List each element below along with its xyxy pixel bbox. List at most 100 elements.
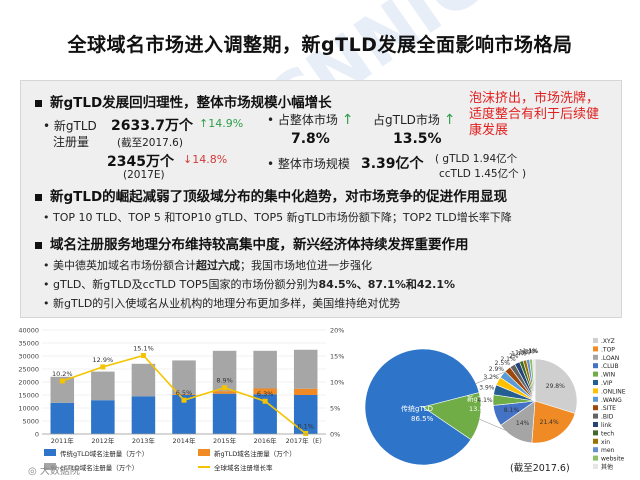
legend-label: 传统gTLD域名注册量（万个） (60, 449, 148, 458)
legend-label: xin (601, 439, 610, 446)
pie-slice-label: 4.1% (477, 397, 493, 404)
legend-swatch (593, 388, 598, 394)
legend-label: .BID (601, 414, 614, 421)
bullet-square (35, 193, 42, 201)
registration-bar-chart: 0 5000 10000 15000 20000 25000 30000 35000 40000… (18, 327, 344, 473)
legend-label: 其他 (601, 463, 613, 471)
pie-slice-new-gtld-breakdown (531, 400, 576, 444)
legend-swatch (593, 405, 598, 411)
arrow-up-icon: ↑ (199, 117, 209, 130)
x-tick-label: 2012年 (91, 436, 115, 445)
x-tick-label: 2017年（E） (286, 436, 326, 445)
legend-swatch (593, 413, 598, 419)
y-tick-label: 15000 (18, 392, 39, 400)
pie-slice-new-gtld (422, 392, 482, 441)
legend-swatch (593, 380, 598, 385)
y2-tick-label: 15% (330, 353, 344, 361)
share-label: • 占整体市场 ↑ (267, 112, 354, 128)
bar-cctld (293, 349, 318, 389)
reg-growth-2017: ↑14.9% (199, 117, 243, 130)
bar-cctld (50, 376, 75, 403)
x-tick-label: 2013年 (132, 436, 156, 445)
bar-new-gtld (293, 388, 318, 395)
reg-growth-prev: ↓14.8% (183, 153, 227, 166)
section1-heading: 新gTLD发展回归理性，整体市场规模小幅增长 (35, 91, 332, 111)
growth-data-label: 12.9% (93, 356, 114, 364)
pie-slice-label: 8.1% (504, 407, 520, 414)
legend-swatch (198, 449, 210, 456)
pie-slice-label: 2% (509, 353, 519, 360)
pie-slice-label: 1.1% (523, 348, 539, 355)
y-tick-label: 30000 (18, 353, 39, 361)
market-size-value: 3.39亿个 (361, 156, 424, 172)
legend-swatch (593, 422, 598, 427)
pie-slice-label: 2.5% (495, 360, 511, 367)
legend-swatch (44, 463, 56, 470)
growth-point (181, 397, 187, 403)
bullet1-c: ；我国市场地位进一步强化 (240, 259, 372, 272)
reg-label: • 新gTLD (43, 119, 97, 133)
share-label-text: 占整体市场 (277, 113, 338, 127)
growth-data-label: 0.1% (297, 422, 314, 430)
legend-label: 新gTLD域名注册量（万个） (214, 449, 296, 458)
reg-value-prev: 2345万个 (107, 154, 174, 170)
bullet1-a: 美中德英加域名市场份额合计 (53, 259, 196, 272)
legend-swatch (593, 371, 598, 377)
bullet1-b: 超过六成 (196, 259, 240, 272)
page-title: 全球域名市场进入调整期，新gTLD发展全面影响市场格局 (67, 34, 573, 56)
pie-connector (477, 418, 506, 431)
growth-data-label: 6.5% (176, 389, 193, 397)
callout-note: 泡沫挤出，市场洗牌，适度整合有利于后续健康发展 (469, 91, 600, 138)
legend-label: .SITE (601, 405, 616, 412)
reg-date-2017: (截至2017.6) (117, 137, 183, 149)
y-tick-label: 25000 (18, 366, 39, 374)
pie-slice-label: 1.4% (511, 351, 527, 358)
bullet-square (35, 241, 42, 249)
gtld-share-label: 占gTLD市场 ↑ (373, 111, 455, 128)
reg-label-line1: 新gTLD (53, 119, 97, 133)
share-pie-chart: 传统gTLD 86.5% 新gTLD 13.5% 29.8% 21.4% 14% 8.1% 4.… (364, 338, 626, 471)
legend-label: .VIP (601, 380, 613, 387)
section3-bullet1: • 美中德英加域名市场份额合计超过六成；我国市场地位进一步强化 (43, 259, 372, 272)
growth-point (262, 398, 268, 404)
pie-slice-label: 2.9% (489, 366, 505, 373)
bar-traditional-gtld (131, 396, 156, 434)
legend-label: .CLUB (601, 363, 619, 370)
reg-growth-2017-text: 14.9% (208, 117, 244, 130)
market-size-label: • 整体市场规模 (267, 157, 350, 171)
pie-slice-label: 1.2% (519, 349, 535, 356)
section1-heading-text: 新gTLD发展回归理性，整体市场规模小幅增长 (50, 95, 332, 111)
growth-data-label: 6.3% (257, 390, 274, 398)
bullet-square (35, 99, 42, 107)
growth-data-label: 8.9% (216, 377, 233, 385)
pie-slice-label: 14% (516, 420, 530, 427)
y-tick-label: 35000 (18, 340, 39, 348)
growth-data-label: 15.1% (133, 344, 154, 352)
reg-value-2017: 2633.7万个 (111, 118, 194, 134)
section3-heading-text: 域名注册服务地理分布维持较高集中度，新兴经济体持续发挥重要作用 (50, 237, 469, 253)
legend-swatch (593, 396, 598, 402)
y-tick-label: 0 (35, 431, 39, 439)
pie-slice-new-gtld-breakdown (534, 358, 578, 414)
bullet2-b: 84.5%、87.1%和42.1% (318, 278, 456, 291)
arrow-up-icon: ↑ (341, 112, 354, 128)
share-value: 7.8% (291, 131, 330, 147)
section2-bullet-text: TOP 10 TLD、TOP 5 和TOP10 gTLD、TOP5 新gTLD市… (53, 211, 512, 224)
legend-label: .TOP (601, 346, 615, 353)
legend-swatch (593, 464, 598, 469)
reg-label-line2: 注册量 (53, 135, 90, 149)
legend-label: ccTLD域名注册量（万个） (60, 463, 138, 472)
growth-point (303, 430, 309, 436)
bar-traditional-gtld (172, 395, 196, 434)
legend-swatch (593, 354, 598, 360)
y-tick-label: 20000 (18, 379, 39, 387)
legend-label: .WANG (601, 397, 622, 404)
legend-label: .XYZ (601, 338, 615, 345)
market-size-label-text: 整体市场规模 (277, 157, 350, 171)
footer-logo: ◎ 大数据院 (28, 462, 80, 477)
y-tick-label: 40000 (18, 327, 39, 335)
legend-swatch (44, 449, 56, 456)
bar-traditional-gtld (293, 395, 318, 434)
gtld-share-label-text: 占gTLD市场 (373, 113, 440, 127)
y2-tick-label: 20% (330, 327, 344, 335)
